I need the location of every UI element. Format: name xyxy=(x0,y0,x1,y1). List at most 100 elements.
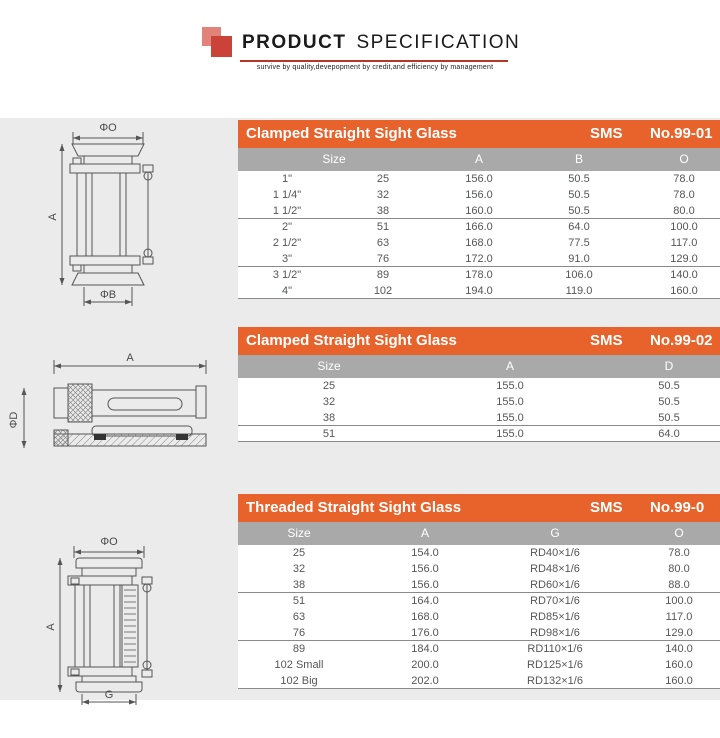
table-cell: 78.0 xyxy=(668,547,690,559)
table-body: 25 154.0 RD40×1/6 78.0 32 156.0 RD48×1/6 80.0 38… xyxy=(238,545,720,689)
table-cell: 76 xyxy=(292,627,306,639)
table-cell: RD48×1/6 xyxy=(530,563,580,575)
table-row: 1" 25 156.0 50.5 78.0 xyxy=(238,171,720,187)
table-title: Clamped Straight Sight Glass xyxy=(246,125,457,142)
table-body: 1" 25 156.0 50.5 78.0 1 1/4" 32 156.0 50.5 78.0 1 … xyxy=(238,171,720,299)
table-title-bar: Clamped Straight Sight Glass SMS No.99-0… xyxy=(238,327,720,355)
diagram-threaded-front-view: ΦO A G xyxy=(46,536,153,705)
table-row: 2" 51 166.0 64.0 100.0 xyxy=(238,219,720,235)
page-header: PRODUCT SPECIFICATION survive by quality,… xyxy=(0,0,720,118)
table-row: 3" 76 172.0 91.0 129.0 xyxy=(238,251,720,267)
table-cell: 64.0 xyxy=(568,221,590,233)
column-header: Size xyxy=(287,526,311,540)
table-row: 1 1/4" 32 156.0 50.5 78.0 xyxy=(238,187,720,203)
table-cell: 32 xyxy=(322,396,336,408)
table-cell: 100.0 xyxy=(665,595,693,607)
column-header: G xyxy=(550,526,560,540)
table-row: 102 Big 202.0 RD132×1/6 160.0 xyxy=(238,673,720,689)
dim-label-phi-o: ΦO xyxy=(100,536,118,548)
dim-label-a: A xyxy=(126,352,134,364)
table-cell: 51 xyxy=(322,428,336,440)
spec-number: No.99-02 xyxy=(650,332,713,349)
table-cell: 2 1/2" xyxy=(272,237,302,249)
table-cell: 63 xyxy=(376,237,390,249)
table-cell: 176.0 xyxy=(411,627,439,639)
table-cell: 100.0 xyxy=(670,221,698,233)
column-header: O xyxy=(679,152,689,166)
table-cell: 3 1/2" xyxy=(272,269,302,281)
table-cell: 106.0 xyxy=(565,269,593,281)
table-cell: 50.5 xyxy=(568,173,590,185)
table-cell: 117.0 xyxy=(670,237,698,249)
table-cell: 129.0 xyxy=(665,627,693,639)
table-cell: RD85×1/6 xyxy=(530,611,580,623)
table-title-bar: Threaded Straight Sight Glass SMS No.99-… xyxy=(238,494,720,522)
table-title: Threaded Straight Sight Glass xyxy=(246,499,462,516)
spec-table-clamped-1: Clamped Straight Sight Glass SMS No.99-0… xyxy=(238,120,720,299)
table-cell: 2" xyxy=(281,221,293,233)
table-cell: 4" xyxy=(281,285,293,297)
table-cell: 155.0 xyxy=(496,428,524,440)
table-cell: 202.0 xyxy=(411,675,439,687)
table-cell: 50.5 xyxy=(658,396,680,408)
table-cell: 63 xyxy=(292,611,306,623)
table-row: 89 184.0 RD110×1/6 140.0 xyxy=(238,641,720,657)
table-row: 51 164.0 RD70×1/6 100.0 xyxy=(238,593,720,609)
table-row: 32 155.0 50.5 xyxy=(238,394,720,410)
standard-label: SMS xyxy=(590,332,623,349)
table-cell: 140.0 xyxy=(665,643,693,655)
table-cell: RD110×1/6 xyxy=(527,643,583,655)
table-cell: RD40×1/6 xyxy=(530,547,580,559)
table-cell: 3" xyxy=(281,253,293,265)
table-cell: 102 Small xyxy=(274,659,324,671)
table-cell: 184.0 xyxy=(411,643,439,655)
table-cell: 160.0 xyxy=(665,659,693,671)
dim-label-a: A xyxy=(46,623,57,631)
table-row: 1 1/2" 38 160.0 50.5 80.0 xyxy=(238,203,720,219)
table-cell: 80.0 xyxy=(673,205,695,217)
dim-label-phi-o: ΦO xyxy=(99,122,117,134)
table-cell: 78.0 xyxy=(673,189,695,201)
dim-label-a: A xyxy=(47,213,59,221)
table-cell: RD60×1/6 xyxy=(530,579,580,591)
table-cell: 50.5 xyxy=(658,380,680,392)
table-cell: 38 xyxy=(292,579,306,591)
table-cell: 156.0 xyxy=(411,579,439,591)
page-title: PRODUCT SPECIFICATION xyxy=(242,32,520,54)
table-cell: RD125×1/6 xyxy=(527,659,583,671)
table-cell: 200.0 xyxy=(411,659,439,671)
table-cell: 76 xyxy=(376,253,390,265)
table-row: 25 154.0 RD40×1/6 78.0 xyxy=(238,545,720,561)
title-underline xyxy=(240,60,508,62)
diagram-clamped-front-view: ΦO A ΦB xyxy=(47,122,154,306)
spec-number: No.99-0 xyxy=(650,499,705,516)
table-cell: 64.0 xyxy=(658,428,680,440)
table-cell: 168.0 xyxy=(465,237,493,249)
table-cell: 25 xyxy=(376,173,390,185)
page-title-light: SPECIFICATION xyxy=(356,32,521,53)
table-cell: RD70×1/6 xyxy=(530,595,580,607)
table-cell: 166.0 xyxy=(465,221,493,233)
table-row: 38 155.0 50.5 xyxy=(238,410,720,426)
table-cell: 178.0 xyxy=(465,269,493,281)
table-title-bar: Clamped Straight Sight Glass SMS No.99-0… xyxy=(238,120,720,148)
column-header: B xyxy=(574,152,583,166)
table-cell: 156.0 xyxy=(465,173,493,185)
table-cell: 168.0 xyxy=(411,611,439,623)
table-cell: 154.0 xyxy=(411,547,439,559)
table-cell: 102 Big xyxy=(280,675,318,687)
table-body: 25 155.0 50.5 32 155.0 50.5 38 155.0 50.5 51 155.0… xyxy=(238,378,720,442)
logo-front-square xyxy=(211,36,232,57)
standard-label: SMS xyxy=(590,499,623,516)
standard-label: SMS xyxy=(590,125,623,142)
column-header-row: Size A D xyxy=(238,355,720,378)
table-row: 76 176.0 RD98×1/6 129.0 xyxy=(238,625,720,641)
table-cell: RD98×1/6 xyxy=(530,627,580,639)
table-cell: 160.0 xyxy=(670,285,698,297)
table-cell: 32 xyxy=(292,563,306,575)
table-cell: 89 xyxy=(292,643,306,655)
column-header: A xyxy=(420,526,429,540)
table-cell: 1 1/4" xyxy=(272,189,302,201)
dim-label-g: G xyxy=(105,689,114,701)
dim-label-phi-d: ΦD xyxy=(8,412,20,429)
